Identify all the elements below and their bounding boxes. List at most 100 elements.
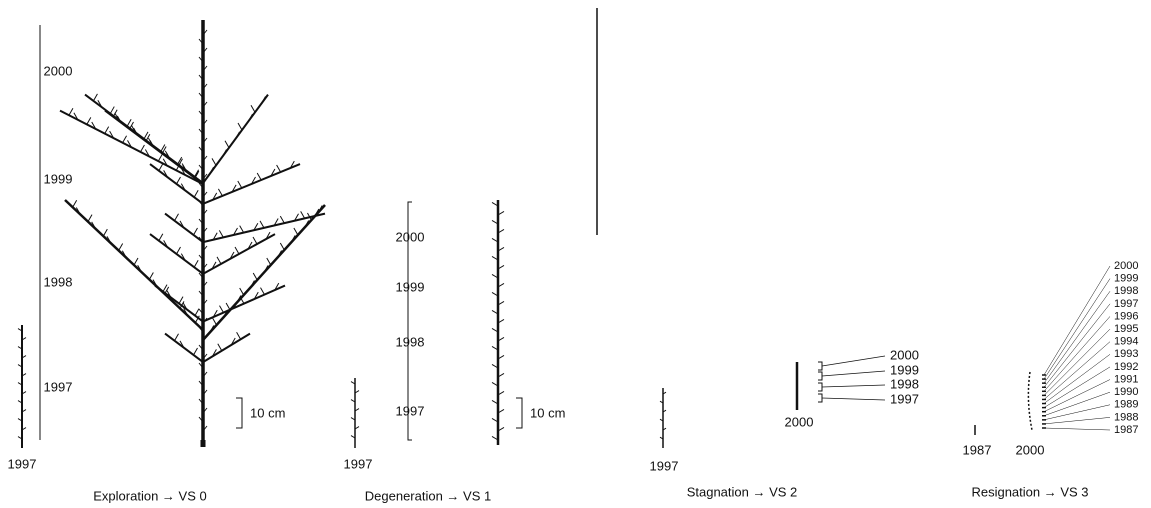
twig [491, 417, 499, 423]
leader [1043, 291, 1111, 384]
twig [179, 220, 185, 229]
twig [261, 96, 266, 104]
twig [294, 213, 299, 221]
undefined: Exploration → VS 0 [93, 488, 206, 503]
twig [217, 343, 223, 351]
twig [180, 167, 186, 176]
undefined: 1995 [1114, 323, 1138, 335]
twig [158, 163, 164, 171]
undefined: 1987 [963, 442, 992, 457]
twig [198, 308, 204, 315]
twig [662, 409, 667, 413]
twig [354, 390, 360, 394]
twig [72, 199, 78, 208]
twig [87, 214, 93, 222]
twig [211, 349, 217, 357]
undefined: 1992 [1114, 361, 1138, 373]
twig [194, 308, 200, 316]
twig [198, 38, 204, 45]
leader [1043, 417, 1111, 425]
twig [198, 182, 204, 189]
twig [104, 126, 110, 134]
year-axis [407, 201, 412, 441]
twig [121, 250, 127, 259]
twig [143, 131, 149, 140]
twig [198, 128, 204, 135]
twig [233, 227, 238, 236]
twig [180, 183, 186, 191]
undefined: 1989 [1114, 399, 1138, 411]
twig [198, 218, 204, 225]
twig [176, 246, 181, 255]
twig [222, 310, 228, 318]
twig [97, 99, 103, 108]
twig [198, 74, 204, 81]
twig [17, 418, 23, 422]
twig [133, 127, 139, 136]
undefined: Resignation → VS 3 [971, 484, 1088, 499]
twig [157, 153, 163, 162]
twig [162, 284, 168, 292]
twig [198, 254, 204, 261]
twig [491, 363, 499, 369]
undefined: 2000 [44, 63, 73, 78]
bracket [818, 371, 823, 381]
undefined: 2000 [1016, 442, 1045, 457]
twig [202, 299, 208, 306]
twig [202, 47, 208, 54]
twig [250, 105, 256, 113]
twig [73, 112, 79, 121]
twig [152, 279, 158, 287]
twig [211, 158, 217, 166]
undefined: 1988 [1114, 411, 1138, 423]
undefined: 1999 [890, 362, 919, 377]
twig [167, 293, 173, 302]
twig [248, 113, 253, 122]
twig [92, 93, 98, 102]
undefined: 1991 [1114, 373, 1138, 385]
twig [131, 125, 137, 133]
twig [307, 212, 312, 221]
twig [17, 364, 23, 368]
twig [202, 407, 208, 414]
twig [259, 220, 265, 229]
twig [144, 149, 150, 157]
twig [253, 222, 259, 231]
twig [277, 250, 282, 258]
twig [202, 353, 208, 360]
scale-bar [236, 397, 243, 429]
bracket [818, 393, 823, 403]
twig [198, 146, 204, 153]
twig [202, 155, 208, 162]
undefined: 1996 [1114, 310, 1138, 322]
twig [193, 189, 199, 198]
undefined: 1999 [1114, 273, 1138, 285]
twig [202, 29, 208, 36]
twig [256, 172, 262, 181]
leader [821, 370, 886, 377]
twig [497, 318, 505, 324]
twig [198, 398, 204, 405]
twig [193, 347, 198, 356]
twig [290, 235, 296, 243]
twig [163, 240, 169, 248]
twig [491, 381, 499, 387]
twig [497, 426, 505, 432]
twig [198, 272, 204, 279]
twig [193, 227, 198, 236]
shoot [1027, 371, 1033, 431]
twig [202, 83, 208, 90]
twig [350, 399, 356, 403]
twig [198, 416, 204, 423]
twig [137, 264, 143, 273]
twig [276, 164, 282, 173]
leader [1043, 328, 1111, 396]
twig [198, 92, 204, 99]
twig [198, 164, 204, 171]
twig [109, 130, 115, 139]
twig [230, 337, 236, 346]
twig [260, 287, 265, 295]
twig [239, 287, 245, 296]
twig [237, 180, 243, 189]
